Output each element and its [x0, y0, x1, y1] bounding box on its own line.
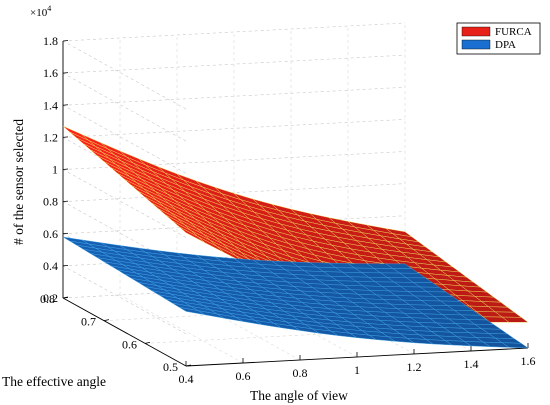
z-multiplier-label: ×104: [30, 4, 51, 19]
z-tick-label: 1.6: [43, 66, 58, 80]
surface-patch-dpa: [501, 342, 529, 349]
z-tick-label: 0.8: [43, 195, 58, 209]
surface-patch-furca: [62, 125, 89, 141]
z-tick-label: 0.6: [43, 227, 58, 241]
x-tick-label: 0.8: [293, 366, 308, 380]
legend-swatch-dpa: [461, 39, 491, 50]
z-tick-mark: [62, 104, 69, 106]
z-tick-label: 1.8: [43, 34, 58, 48]
x-tick-label: 1: [354, 363, 360, 377]
z-tick-mark: [62, 232, 69, 235]
x-tick-label: 1.2: [407, 360, 422, 374]
legend-label-furca: FURCA: [495, 26, 532, 38]
legend: FURCA DPA: [456, 22, 541, 55]
x-tick-label: 1.6: [521, 354, 536, 368]
x-tick-label: 1.4: [464, 357, 479, 371]
z-tick-label: 1.2: [43, 130, 58, 144]
z-tick-label: 0.2: [43, 291, 58, 305]
z-tick-mark: [62, 40, 69, 42]
surface-patch-furca: [501, 316, 529, 323]
legend-swatch-furca: [461, 26, 491, 37]
y-tick-label: 0.6: [122, 337, 137, 351]
y-tick-label: 0.8: [40, 292, 55, 306]
grid-line-z-back: [62, 119, 406, 138]
x-axis-label: The angle of view: [250, 388, 348, 403]
z-tick-mark: [62, 264, 69, 267]
z-tick-mark: [62, 200, 69, 203]
y-axis-label: The effective angle: [2, 374, 106, 389]
y-tick-mark: [103, 319, 110, 322]
grid-line-z-side: [62, 40, 187, 110]
x-tick-label: 0.6: [236, 369, 251, 383]
surfaces: [62, 125, 529, 349]
y-tick-label: 0.7: [81, 315, 96, 329]
z-tick-label: 1.4: [43, 98, 58, 112]
z-axis-label: # of the sensor selected: [11, 119, 26, 245]
z-tick-mark: [62, 72, 69, 74]
grid-line-z-side: [62, 72, 187, 142]
axes: [62, 40, 529, 367]
legend-label-dpa: DPA: [495, 39, 516, 51]
x-tick-label: 0.4: [179, 372, 194, 386]
y-tick-mark: [62, 296, 69, 299]
z-tick-mark: [62, 168, 69, 170]
y-tick-mark: [185, 364, 192, 367]
y-axis-line: [62, 297, 187, 367]
z-tick-label: 1: [52, 163, 58, 177]
y-tick-label: 0.5: [163, 360, 178, 374]
y-tick-mark: [144, 341, 151, 344]
z-tick-mark: [62, 136, 69, 138]
tick-labels: 0.2 0.4 0.6 0.8 1 1.2 1.4 1.6 1.8 0.4 0.6 0.8 1 1.2 1.…: [40, 34, 536, 386]
z-tick-label: 0.4: [43, 259, 58, 273]
